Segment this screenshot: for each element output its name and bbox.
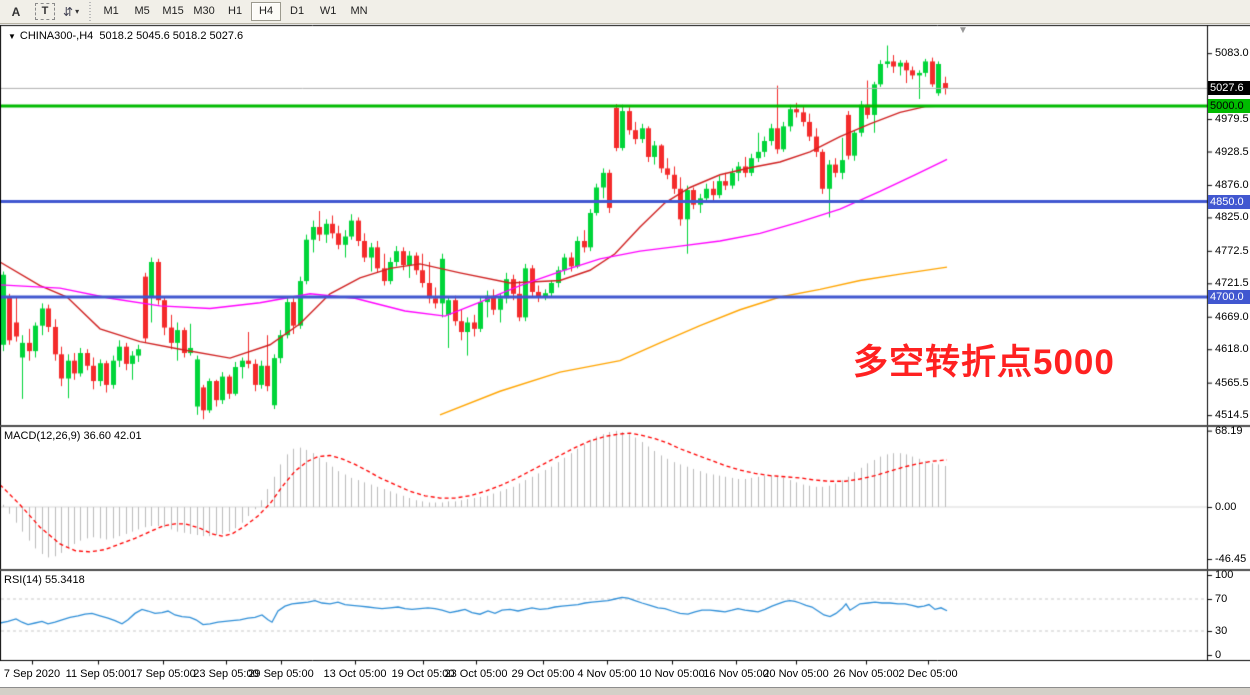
timeframe-button-M15[interactable]: M15 (162, 5, 184, 17)
macd-tick-label: 0.00 (1215, 501, 1237, 513)
price-tick-label: 4772.5 (1215, 245, 1249, 257)
date-tick-label: 7 Sep 2020 (3, 668, 61, 680)
date-tick-label: 16 Nov 05:00 (703, 668, 769, 680)
price-tick-label: 4876.0 (1215, 179, 1249, 191)
macd-indicator-label: MACD(12,26,9) 36.60 42.01 (4, 430, 142, 442)
chevron-down-icon: ▾ (75, 7, 80, 16)
timeframe-button-M1[interactable]: M1 (103, 5, 119, 17)
timeframe-button-W1[interactable]: W1 (319, 5, 337, 17)
rsi-indicator-label: RSI(14) 55.3418 (4, 574, 85, 586)
price-tick-label: 4565.5 (1215, 377, 1249, 389)
date-tick-label: 26 Nov 05:00 (833, 668, 899, 680)
rsi-tick-label: 0 (1215, 649, 1222, 661)
date-tick-label: 19 Oct 05:00 (391, 668, 455, 680)
date-tick-label: 11 Sep 05:00 (65, 668, 131, 680)
price-tick-label: 5083.0 (1215, 47, 1249, 59)
date-tick-label: 29 Oct 05:00 (511, 668, 575, 680)
current-price-badge: 5027.6 (1208, 81, 1250, 95)
rsi-tick-label: 30 (1215, 625, 1228, 637)
macd-tick-label: 68.19 (1215, 425, 1243, 437)
chart-ohlc-values: 5018.2 5045.6 5018.2 5027.6 (99, 30, 244, 42)
toolbar: A T ⇵ ▾ M1 M5 M15 M30 H1 H4 D1 W1 MN (0, 0, 1250, 24)
timeframe-button-H4[interactable]: H4 (251, 2, 282, 21)
macd-tick-label: -46.45 (1215, 553, 1247, 565)
symbol-dropdown-icon[interactable]: ▼ (8, 32, 16, 41)
date-tick-label: 17 Sep 05:00 (130, 668, 196, 680)
window-bottom-edge (0, 687, 1250, 695)
hline-price-badge-4850.0: 4850.0 (1208, 195, 1250, 209)
hline-price-badge-4700.0: 4700.0 (1208, 290, 1250, 304)
hline-price-badge-5000.0: 5000.0 (1208, 99, 1250, 113)
price-tick-label: 4618.0 (1215, 343, 1249, 355)
cursor-tool-button[interactable]: A (11, 4, 21, 19)
timeframe-button-MN[interactable]: MN (350, 5, 368, 17)
timeframe-button-M5[interactable]: M5 (134, 5, 150, 17)
text-tool-button[interactable]: T (35, 3, 55, 20)
chart-symbol: CHINA300-,H4 (19, 30, 94, 42)
date-tick-label: 29 Sep 05:00 (248, 668, 314, 680)
chart-annotation-text[interactable]: 多空转折点5000 (853, 343, 1115, 382)
price-tick-label: 4979.5 (1215, 113, 1249, 125)
price-tick-label: 4721.5 (1215, 277, 1249, 289)
toolbar-separator (89, 1, 92, 22)
price-tick-label: 4928.5 (1215, 146, 1249, 158)
rsi-tick-label: 70 (1215, 593, 1228, 605)
date-tick-label: 10 Nov 05:00 (639, 668, 705, 680)
date-tick-label: 20 Nov 05:00 (763, 668, 829, 680)
timeframe-button-group: M1 M5 M15 M30 H1 H4 D1 W1 MN (95, 2, 374, 21)
chart-title: ▼ CHINA300-,H4 5018.2 5045.6 5018.2 5027.… (8, 30, 243, 42)
shift-marker-icon[interactable]: ▼ (958, 25, 968, 36)
price-tick-label: 4825.0 (1215, 211, 1249, 223)
rsi-tick-label: 100 (1215, 569, 1234, 581)
timeframe-button-D1[interactable]: D1 (290, 5, 305, 17)
date-tick-label: 2 Dec 05:00 (898, 668, 958, 680)
indicators-button[interactable]: ⇵ ▾ (63, 5, 79, 19)
date-tick-label: 23 Sep 05:00 (193, 668, 259, 680)
date-tick-label: 23 Oct 05:00 (444, 668, 508, 680)
timeframe-button-M30[interactable]: M30 (193, 5, 215, 17)
indicators-icon: ⇵ (63, 4, 74, 19)
timeframe-button-H1[interactable]: H1 (228, 5, 243, 17)
price-tick-label: 4514.5 (1215, 409, 1249, 421)
date-tick-label: 13 Oct 05:00 (323, 668, 387, 680)
price-tick-label: 4669.0 (1215, 311, 1249, 323)
date-tick-label: 4 Nov 05:00 (577, 668, 637, 680)
